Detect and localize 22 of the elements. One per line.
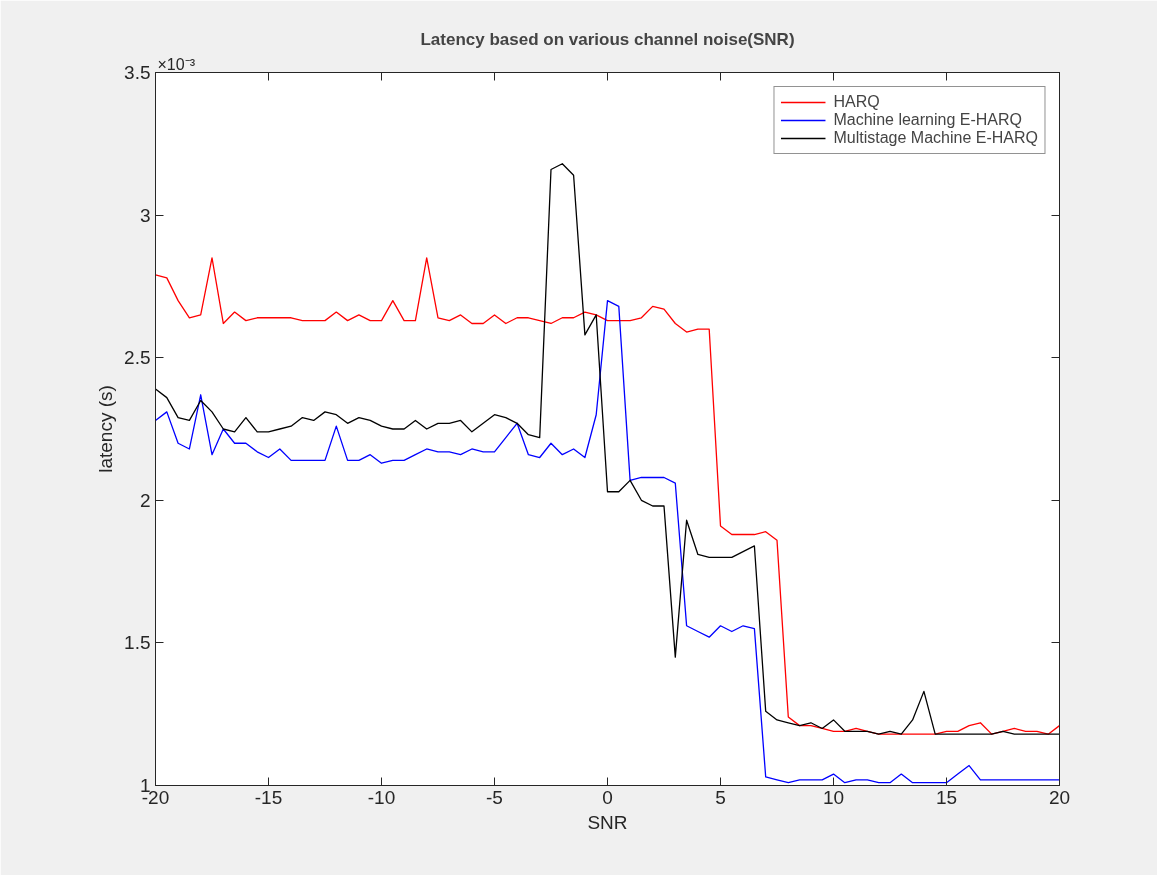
y-axis-title: latency (s): [95, 385, 117, 473]
x-tick-label: -10: [367, 786, 396, 808]
y-tick-label: 3: [139, 204, 151, 226]
x-tick-label: -15: [254, 786, 283, 808]
y-tick-label: 2.5: [124, 347, 151, 369]
x-tick-label: 15: [935, 786, 958, 808]
x-tick-label: 20: [1048, 786, 1071, 808]
x-tick-label: -5: [486, 786, 503, 808]
legend-label: HARQ: [833, 93, 880, 111]
y-tick-label: 1.5: [124, 632, 151, 654]
line-series: [155, 257, 1060, 735]
x-tick-label: 0: [602, 786, 613, 808]
legend-label: Machine learning E-HARQ: [833, 111, 1023, 129]
chart-title: Latency based on various channel noise(SNR): [420, 29, 795, 49]
x-axis-title: SNR: [587, 811, 628, 833]
legend-label: Multistage Machine E-HARQ: [833, 129, 1038, 147]
line-series: [155, 163, 1060, 735]
y-tick-label: 2: [139, 489, 151, 511]
x-tick-label: 10: [822, 786, 845, 808]
text: ×10⁻³: [157, 55, 196, 73]
x-tick-label: 5: [715, 786, 726, 808]
y-tick-label: 3.5: [124, 62, 151, 83]
